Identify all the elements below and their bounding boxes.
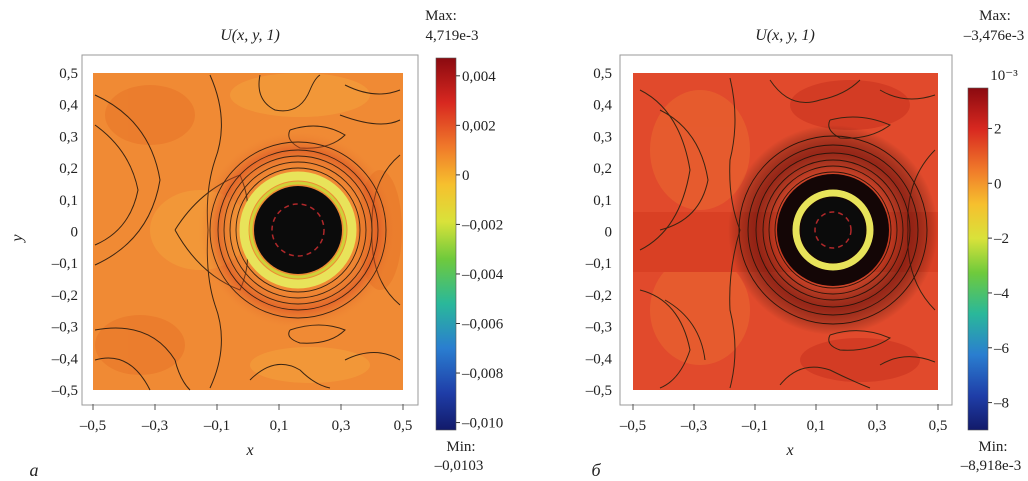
y-tick-label: 0,2	[593, 161, 612, 177]
panel-a-scatterer-boundary	[271, 203, 325, 257]
x-tick-label: 0,3	[332, 418, 351, 434]
panel-b-colorbar	[967, 87, 989, 431]
y-tick-label: –0,4	[51, 351, 79, 367]
x-tick-label: 0,1	[270, 418, 289, 434]
colorbar-tick-label: –0,002	[461, 217, 503, 233]
y-tick-label: –0,3	[585, 320, 612, 336]
panel-a-yellow-ring	[239, 171, 357, 289]
y-tick-label: –0,2	[51, 288, 78, 304]
y-tick-label: 0,1	[59, 193, 78, 209]
colorbar-tick-label: –0,010	[461, 416, 503, 432]
panel-a-scatterer-core	[254, 186, 342, 274]
y-tick-label: 0,5	[59, 66, 78, 82]
y-tick-label: –0,4	[585, 351, 613, 367]
panel-b-max-label: Max:	[979, 8, 1011, 24]
y-tick-label: 0,3	[59, 129, 78, 145]
panel-a-max-value: 4,719e-3	[426, 28, 479, 44]
panel-a: U(x, y, 1) y x а	[9, 8, 504, 480]
y-tick-label: –0,3	[51, 320, 78, 336]
panel-b-colorbar-exponent: 10⁻³	[990, 68, 1018, 84]
colorbar-tick-label: –2	[993, 231, 1009, 247]
y-tick-label: 0,1	[593, 193, 612, 209]
panel-a-label: а	[30, 460, 39, 480]
panel-b-min-label: Min:	[978, 439, 1007, 455]
y-tick-label: –0,5	[51, 383, 78, 399]
x-tick-label: 0,3	[868, 418, 887, 434]
panel-b-colorbar-ticks: 2 0 –2 –4 –6 –8	[988, 121, 1010, 412]
colorbar-tick-label: 0	[462, 168, 470, 184]
panel-b-ticks: –0,5 –0,3 –0,1 0,1 0,3 0,5 0,5 0,4 0,3 0,2 0,1 0 –0,…	[585, 66, 948, 434]
y-tick-label: –0,2	[585, 288, 612, 304]
colorbar-tick-label: 0,004	[462, 69, 496, 85]
x-tick-label: –0,3	[680, 418, 707, 434]
x-tick-label: 0,5	[394, 418, 413, 434]
colorbar-tick-label: 0	[994, 176, 1002, 192]
panel-b-yellow-ring	[792, 189, 874, 271]
panel-b-scatterer-core	[801, 198, 865, 262]
colorbar-tick-label: –0,006	[461, 316, 504, 332]
colorbar-tick-label: –4	[993, 286, 1010, 302]
x-tick-label: 0,1	[807, 418, 826, 434]
colorbar-tick-label: –0,008	[461, 366, 503, 382]
panel-a-yellow-ring-inner	[249, 181, 347, 279]
panel-b-title: U(x, y, 1)	[755, 27, 815, 44]
x-tick-label: –0,1	[741, 418, 768, 434]
colorbar-tick-label: –6	[993, 341, 1010, 357]
panel-a-near-contours	[209, 141, 387, 319]
panel-b-x-axis-label: x	[785, 442, 793, 459]
panel-a-colorbar-ticks: 0,004 0,002 0 –0,002 –0,004 –0,006 –0,008 –0,01…	[456, 69, 504, 432]
panel-b-scatterer-boundary	[814, 211, 852, 249]
x-tick-label: –0,3	[141, 418, 168, 434]
x-tick-label: –0,5	[619, 418, 646, 434]
colorbar-tick-label: 0,002	[462, 118, 496, 134]
y-tick-label: 0,4	[593, 98, 612, 114]
y-tick-label: 0,5	[593, 66, 612, 82]
panel-a-title: U(x, y, 1)	[220, 27, 280, 44]
panel-a-min-label: Min:	[446, 439, 475, 455]
y-tick-label: 0,4	[59, 98, 78, 114]
y-tick-label: 0,3	[593, 129, 612, 145]
panel-b-min-value: –8,918e-3	[960, 458, 1021, 474]
y-tick-label: 0	[605, 225, 613, 241]
x-tick-label: 0,5	[929, 418, 948, 434]
panel-a-colorbar	[435, 57, 457, 431]
y-tick-label: –0,1	[585, 256, 612, 272]
panel-b-label: б	[591, 460, 601, 480]
panel-a-max-label: Max:	[425, 8, 457, 24]
y-tick-label: –0,5	[585, 383, 612, 399]
panel-b-max-value: –3,476e-3	[963, 28, 1024, 44]
x-tick-label: –0,1	[203, 418, 230, 434]
panel-b: U(x, y, 1) x б	[585, 8, 1024, 480]
panel-b-near-contours	[738, 135, 928, 325]
x-tick-label: –0,5	[79, 418, 106, 434]
panel-a-min-value: –0,0103	[434, 458, 484, 474]
panel-a-x-axis-label: x	[245, 442, 253, 459]
y-tick-label: 0	[71, 225, 79, 241]
y-tick-label: 0,2	[59, 161, 78, 177]
colorbar-tick-label: –8	[993, 396, 1009, 412]
panel-a-ticks: –0,5 –0,3 –0,1 0,1 0,3 0,5 0,5 0,4 0,3 0,2 0,1 0 –0,…	[51, 66, 413, 434]
panel-a-y-axis-label: y	[9, 234, 26, 244]
colorbar-tick-label: –0,004	[461, 267, 504, 283]
colorbar-tick-label: 2	[994, 121, 1002, 137]
y-tick-label: –0,1	[51, 256, 78, 272]
